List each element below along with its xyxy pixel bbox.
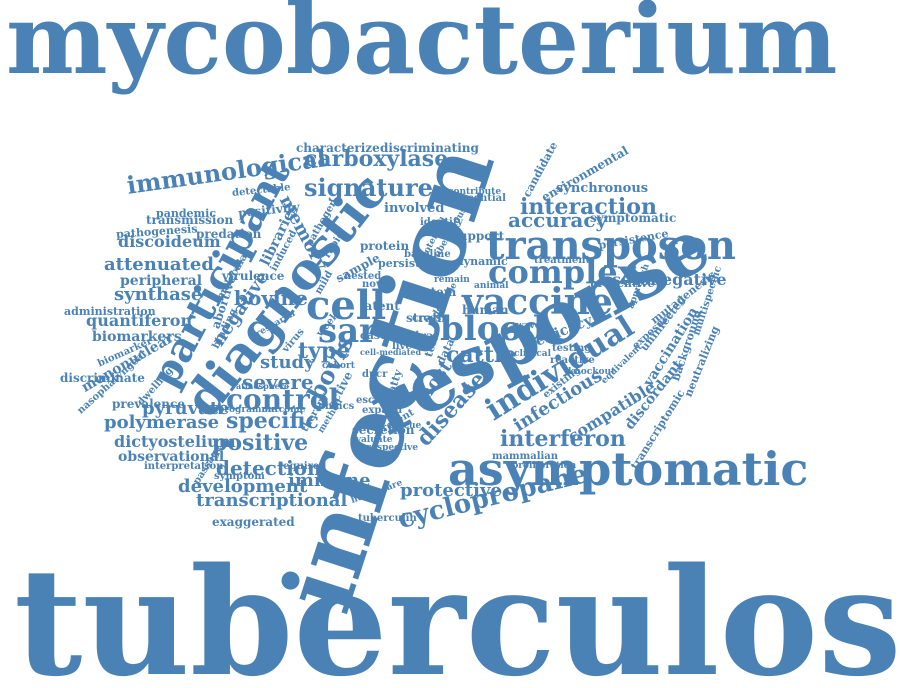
- word-interferon: interferon: [500, 426, 626, 452]
- word-testing: testing: [552, 343, 592, 354]
- word-proliferation: proliferation: [512, 461, 577, 471]
- word-discriminating: discriminating: [380, 141, 479, 155]
- word-observational: observational: [118, 449, 225, 465]
- word-seronegative: seronegative: [612, 270, 727, 289]
- word-required: required: [278, 461, 327, 472]
- word-escape: escape: [356, 395, 394, 406]
- word-symptom: symptom: [214, 471, 265, 482]
- word-specific: specific: [226, 408, 319, 434]
- word-accuracy: accuracy: [508, 208, 608, 232]
- word-contribute: contribute: [448, 187, 502, 197]
- word-expand: expand: [362, 405, 403, 416]
- word-interaction: interaction: [520, 194, 657, 220]
- word-secretion: secretion: [352, 423, 415, 437]
- word-essential: essential: [456, 193, 506, 204]
- word-quantiferon: quantiferon: [86, 311, 193, 330]
- word-interpretation: interpretation: [144, 461, 224, 472]
- word-transcriptional: transcriptional: [196, 490, 348, 511]
- word-type: type: [298, 338, 351, 364]
- word-dictyostelium: dictyostelium: [114, 432, 236, 451]
- word-control: control: [226, 383, 340, 416]
- word-study: study: [260, 352, 315, 373]
- word-cohort: cohort: [322, 361, 355, 371]
- word-protective: protective: [400, 480, 502, 501]
- word-administration: administration: [64, 305, 156, 318]
- word-biomarkers: biomarkers: [92, 329, 182, 345]
- word-strain: strain: [406, 311, 446, 325]
- word-complex: complex: [488, 253, 637, 291]
- word-immune: immune: [288, 470, 371, 491]
- word-signature: signature: [304, 173, 433, 202]
- word-predation: predation: [196, 227, 262, 241]
- word-atmosphere: atmosphere: [236, 381, 289, 391]
- word-sar: sar: [318, 311, 378, 351]
- word-support: support: [452, 229, 505, 243]
- word-polymerase: polymerase: [104, 412, 220, 433]
- word-viral: viral: [408, 329, 439, 343]
- word-pyruvate: pyruvate: [142, 398, 230, 419]
- word-programme: programme: [218, 405, 277, 415]
- word-novel: novel: [362, 279, 392, 290]
- word-synchronous: synchronous: [556, 181, 649, 196]
- word-live: live: [392, 341, 412, 352]
- word-discriminate: discriminate: [60, 371, 145, 385]
- word-identify: identify: [420, 217, 463, 228]
- word-prevalence: prevalence: [112, 397, 185, 411]
- word-attenuated: attenuated: [104, 254, 214, 275]
- word-mammalian: mammalian: [492, 451, 559, 462]
- word-clinical: clinical: [514, 349, 552, 359]
- word-cell: cell: [306, 282, 387, 329]
- word-bovine: bovine: [234, 286, 308, 310]
- word-latent: latent: [360, 299, 400, 313]
- word-mycobacterium: mycobacterium: [6, 0, 838, 96]
- word-dynamic: dynamic: [456, 255, 508, 268]
- word-tuberculin: tuberculin: [358, 513, 417, 524]
- word-knockout: knockout: [568, 367, 616, 377]
- word-remain: remain: [434, 275, 470, 285]
- word-characterize: characterize: [296, 141, 380, 155]
- word-synthase: synthase: [114, 284, 203, 305]
- word-prospective: prospective: [360, 443, 419, 453]
- word-pbmcs: pbmcs: [318, 401, 355, 412]
- word-cell-mediated: cell-mediated: [360, 347, 422, 357]
- word-waves: waves: [516, 321, 546, 331]
- word-baseline: baseline: [404, 249, 451, 260]
- word-persist: persist: [378, 257, 421, 270]
- word-asymptomatic: asymptomatic: [448, 442, 809, 496]
- word-human: human: [462, 303, 509, 317]
- word-development: development: [178, 476, 308, 497]
- word-animal: animal: [474, 281, 509, 291]
- word-detection: detection: [216, 456, 322, 480]
- word-nested: nested: [344, 271, 382, 282]
- word-involved: involved: [384, 201, 445, 216]
- word-virulence: virulence: [222, 269, 285, 283]
- word-carboxylase: carboxylase: [304, 146, 449, 172]
- word-tuberculosis: tuberculosis: [14, 535, 900, 688]
- word-exaggerated: exaggerated: [212, 515, 295, 529]
- word-severe: severe: [242, 370, 314, 394]
- word-cattle: cattle: [446, 342, 517, 368]
- word-vaccine: vaccine: [462, 281, 613, 323]
- word-discoideum: discoideum: [118, 232, 221, 251]
- word-symptomatic: symptomatic: [590, 211, 677, 225]
- word-reactive: reactive: [550, 355, 595, 366]
- word-dpcr: dpcr: [362, 369, 388, 380]
- word-case: case: [360, 329, 388, 342]
- word-protein: protein: [360, 239, 410, 253]
- word-rescue: rescue: [388, 421, 422, 431]
- word-transposon: transposon: [486, 222, 736, 269]
- word-outcome: outcome: [262, 405, 306, 415]
- word-system: system: [410, 285, 457, 299]
- word-transmission: transmission: [146, 213, 234, 227]
- word-pandemic: pandemic: [156, 207, 217, 220]
- word-blood: blood: [440, 309, 546, 349]
- word-peripheral: peripheral: [120, 273, 203, 289]
- word-treatment: treatment: [534, 255, 591, 266]
- word-cross: cross: [412, 313, 442, 324]
- word-preventive: preventive: [590, 277, 655, 290]
- word-evaluate: evaluate: [350, 435, 393, 445]
- word-positive: positive: [212, 430, 309, 456]
